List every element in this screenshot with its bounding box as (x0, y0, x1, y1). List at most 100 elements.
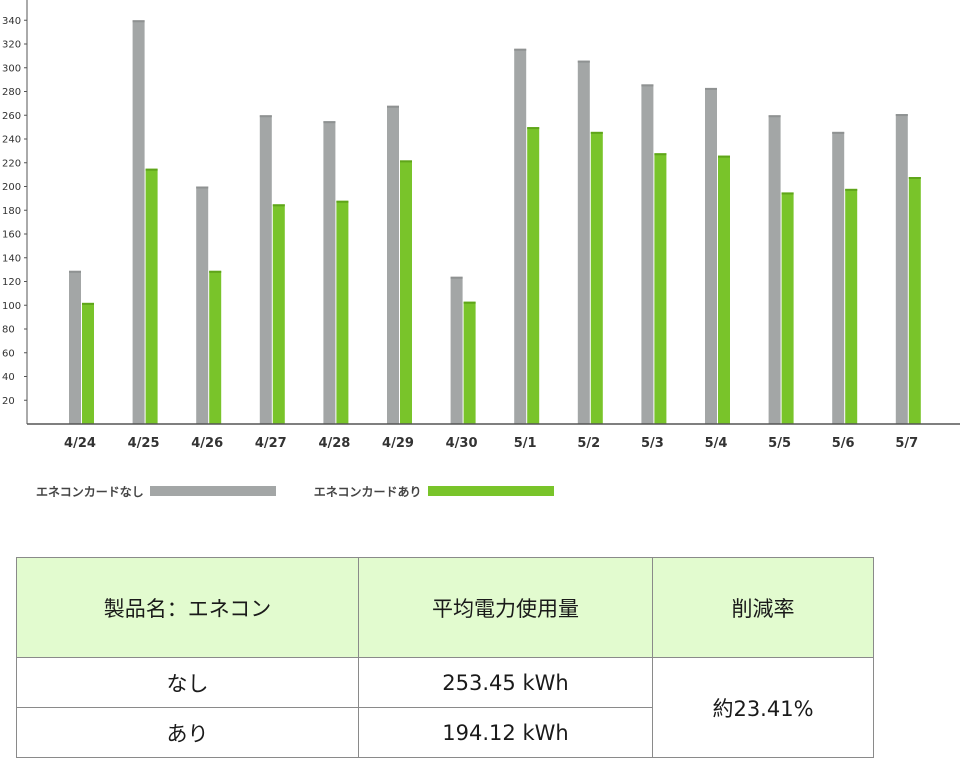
legend-label-with: エネコンカードあり (313, 484, 422, 499)
header-reduction-rate: 削減率 (652, 557, 874, 658)
y-tick-label: 280 (2, 87, 21, 98)
bar-without-card (514, 48, 527, 424)
y-tick-label: 340 (2, 16, 21, 27)
row-value-without: 253.45 kWh (358, 657, 653, 708)
bar-with-card (845, 188, 858, 424)
legend-swatch-green (427, 486, 554, 496)
bar-with-card (272, 204, 285, 424)
bar-top-edge (272, 204, 285, 207)
bar-with-card (209, 270, 222, 424)
x-tick-label: 5/1 (514, 436, 537, 451)
x-tick-label: 4/25 (128, 436, 160, 451)
x-tick-label: 5/4 (705, 436, 728, 451)
bar-top-edge (577, 60, 590, 63)
table-row: なし 253.45 kWh 約23.41% (16, 657, 874, 758)
bar-top-edge (145, 168, 158, 171)
y-tick-label: 140 (2, 253, 21, 264)
bar-top-edge (590, 131, 603, 134)
bar-top-edge (82, 302, 94, 305)
y-tick-label: 60 (2, 348, 15, 359)
bar-top-edge (132, 20, 145, 23)
bar-top-edge (387, 105, 399, 108)
y-tick-label: 160 (2, 230, 21, 241)
x-tick-label: 4/24 (64, 436, 96, 451)
y-tick-label: 180 (2, 206, 21, 217)
row-name-without: なし (16, 657, 359, 708)
bar-top-edge (514, 48, 527, 51)
y-tick-label: 100 (2, 301, 21, 312)
legend-item-with: エネコンカードあり (314, 483, 554, 500)
bar-with-card (654, 153, 667, 424)
x-tick-label: 4/27 (255, 436, 287, 451)
bar-top-edge (781, 192, 794, 195)
bar-top-edge (705, 87, 717, 90)
x-tick-label: 4/29 (382, 436, 414, 451)
bar-with-card (463, 301, 476, 424)
bar-without-card (387, 105, 399, 424)
bars (69, 20, 921, 424)
bar-with-card (336, 200, 349, 424)
bar-without-card (895, 114, 908, 424)
x-tick-label: 5/6 (832, 436, 855, 451)
legend-label-without: エネコンカードなし (36, 484, 144, 499)
legend-item-without: エネコンカードなし (36, 483, 276, 500)
bar-top-edge (845, 188, 858, 191)
row-name-with: あり (16, 707, 359, 758)
y-tick-label: 80 (2, 325, 15, 336)
bar-top-edge (196, 186, 209, 189)
bar-top-edge (908, 177, 921, 179)
bar-without-card (577, 60, 590, 424)
bar-without-card (196, 186, 209, 424)
x-tick-label: 5/7 (895, 436, 918, 451)
legend-swatch-gray (149, 486, 276, 496)
bar-with-card (145, 168, 158, 424)
bar-without-card (450, 276, 463, 424)
x-tick-label: 5/5 (768, 436, 791, 451)
bar-top-edge (336, 200, 349, 203)
header-average-usage: 平均電力使用量 (358, 557, 653, 658)
y-tick-label: 320 (2, 40, 21, 51)
bar-chart: 20 40 60 80 100 120 140 160 180 200 220 240 260 280 30… (2, 0, 960, 451)
bar-without-card (768, 115, 781, 424)
bar-with-card (590, 131, 603, 424)
x-tick-label: 4/28 (318, 436, 350, 451)
bar-top-edge (654, 153, 667, 156)
y-tick-label: 200 (2, 182, 21, 193)
summary-table: 製品名：エネコン 平均電力使用量 削減率 なし 253.45 kWh 約23.4… (16, 557, 874, 758)
bar-top-edge (209, 270, 222, 273)
bar-with-card (82, 302, 94, 424)
y-axis: 20 40 60 80 100 120 140 160 180 200 220 240 260 280 30… (2, 0, 28, 424)
bar-top-edge (463, 301, 476, 304)
bar-without-card (259, 115, 272, 424)
x-tick-label: 4/26 (191, 436, 223, 451)
bar-with-card (718, 155, 730, 424)
bar-top-edge (895, 114, 908, 117)
bar-without-card (132, 20, 145, 424)
bar-top-edge (527, 127, 540, 130)
y-tick-label: 220 (2, 158, 21, 169)
y-tick-label: 40 (2, 372, 15, 383)
bar-without-card (705, 87, 717, 424)
bar-top-edge (69, 270, 81, 273)
y-tick-label: 260 (2, 111, 21, 122)
bar-with-card (908, 177, 921, 424)
bar-top-edge (768, 115, 781, 118)
bar-top-edge (641, 84, 654, 87)
bar-without-card (69, 270, 81, 424)
y-tick-label: 120 (2, 277, 21, 288)
bar-top-edge (450, 276, 463, 279)
x-tick-label: 5/2 (577, 436, 600, 451)
y-tick-label: 300 (2, 63, 21, 74)
table-header-row: 製品名：エネコン 平均電力使用量 削減率 (16, 557, 874, 658)
row-value-with: 194.12 kWh (358, 707, 653, 758)
bar-top-edge (832, 131, 845, 134)
bar-without-card (641, 84, 654, 424)
chart-legend: エネコンカードなし エネコンカードあり (36, 482, 592, 500)
bar-with-card (400, 160, 412, 424)
reduction-rate-cell: 約23.41% (652, 657, 874, 758)
bar-top-edge (400, 160, 412, 163)
bar-top-edge (259, 115, 272, 118)
bar-top-edge (323, 121, 336, 124)
bar-without-card (832, 131, 845, 424)
x-tick-label: 5/3 (641, 436, 664, 451)
